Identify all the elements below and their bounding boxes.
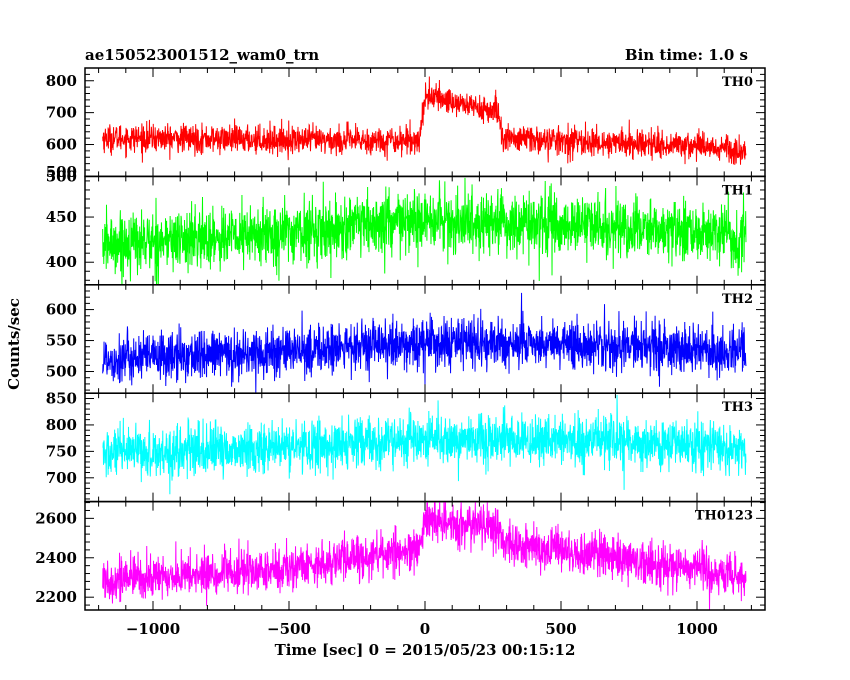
panel-th0: TH0 500 600 700 800 — [46, 67, 766, 185]
y-tick-label: 2400 — [35, 549, 77, 567]
y-tick-label: 500 — [46, 163, 77, 181]
y-tick-label: 400 — [46, 253, 77, 271]
x-tick-label: 500 — [545, 620, 576, 638]
series-th1 — [102, 177, 747, 285]
panel-label: TH2 — [722, 292, 753, 307]
panel-th1: TH1 400 450 500 — [46, 163, 766, 286]
y-tick-label: 700 — [46, 104, 77, 122]
series-th2 — [102, 292, 747, 394]
panel-label: TH1 — [722, 183, 753, 198]
x-tick-label: 0 — [420, 620, 430, 638]
panels-group: TH0500600700800TH1400450500TH2500550600T… — [35, 67, 766, 638]
panel-th2: TH2 500 550 600 — [46, 284, 766, 394]
y-tick-label: 750 — [46, 442, 77, 460]
panel-label: TH3 — [722, 400, 753, 415]
y-axis-label: Counts/sec — [5, 298, 23, 390]
y-tick-label: 800 — [46, 72, 77, 90]
panel-th0123: TH0123 2200 2400 2600 — [35, 500, 766, 611]
x-tick-label: −500 — [267, 620, 311, 638]
series-th3 — [102, 394, 747, 495]
y-tick-label: 500 — [46, 363, 77, 381]
y-tick-label: 600 — [46, 136, 77, 154]
chart-title: ae150523001512_wam0_trn — [85, 46, 319, 64]
y-tick-label: 600 — [46, 301, 77, 319]
panel-label: TH0123 — [695, 509, 753, 524]
series-th0123 — [102, 501, 747, 611]
x-axis-label: Time [sec] 0 = 2015/05/23 00:15:12 — [275, 641, 576, 659]
panel-th3: TH3 700 750 800 850 — [46, 389, 766, 503]
series-th0 — [102, 76, 747, 165]
x-tick-label: 1000 — [676, 620, 718, 638]
x-tick-label: −1000 — [126, 620, 180, 638]
y-tick-label: 700 — [46, 469, 77, 487]
y-tick-label: 550 — [46, 332, 77, 350]
panel-frame — [84, 67, 766, 178]
y-tick-label: 850 — [46, 389, 77, 407]
y-tick-label: 2200 — [35, 588, 77, 606]
panel-label: TH0 — [722, 75, 753, 90]
y-tick-label: 500 — [46, 167, 77, 185]
bin-time-label: Bin time: 1.0 s — [625, 46, 748, 64]
y-tick-label: 2600 — [35, 509, 77, 527]
y-tick-label: 450 — [46, 208, 77, 226]
y-tick-label: 800 — [46, 416, 77, 434]
